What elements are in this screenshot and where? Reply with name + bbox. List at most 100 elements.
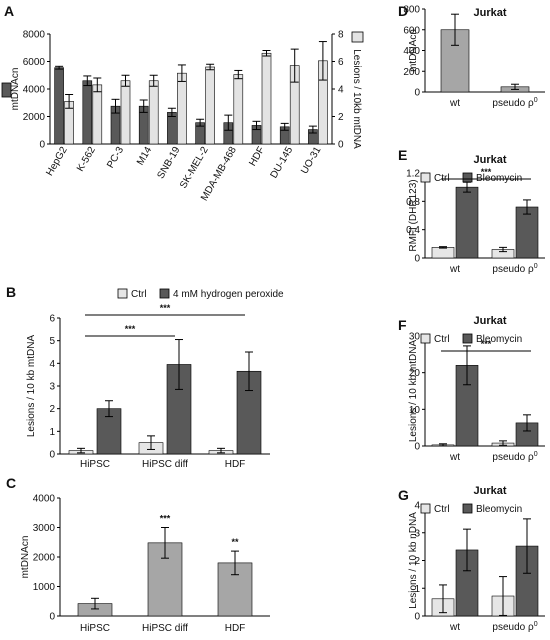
- panel-b-ytick-label: 0: [49, 450, 55, 461]
- panel-a-ytick-label: 8000: [23, 30, 46, 41]
- panel-e-legend-bleomycin-swatch: [462, 172, 473, 183]
- panel-e-ytick-label: 0.4: [406, 225, 420, 236]
- panel-a-bar-lesions: [148, 80, 159, 145]
- panel-b-category-label: HiPSC diff: [142, 459, 188, 470]
- panel-e-bar-bleomycin: [515, 206, 539, 259]
- panel-g-ylabel: Lesions / 10 kb nDNA: [408, 512, 419, 609]
- panel-a-legend-swatch-mtdnacn: [1, 82, 12, 98]
- panel-a-ytick-label: 0: [39, 140, 45, 151]
- panel-b-ylabel: Lesions / 10 kb mtDNA: [26, 335, 37, 438]
- panel-d-ytick-label: 400: [403, 46, 420, 57]
- panel-d-ylabel: mtDNAcn: [408, 29, 419, 72]
- panel-d-letter: D: [398, 3, 408, 19]
- panel-g-category-label: pseudo ρ0: [492, 621, 537, 633]
- panel-a-bar-lesions: [233, 74, 244, 145]
- panel-f-legend-bleomycin-label: Bleomycin: [476, 334, 522, 345]
- panel-b-significance-1-label: ***: [160, 303, 171, 313]
- panel-f-category-label-text: pseudo ρ: [492, 452, 534, 463]
- panel-b-legend-treatment-label: 4 mM hydrogen peroxide: [173, 289, 284, 300]
- panel-d-category-label: pseudo ρ0: [492, 97, 537, 109]
- panel-a-ytick-right-label: 6: [338, 57, 344, 68]
- panel-c-bar-significance: **: [231, 537, 239, 547]
- panel-f-category-label-superscript: 0: [534, 451, 538, 458]
- panel-e-significance-label: ***: [481, 167, 492, 177]
- panel-a-bar-mtdnacn: [54, 67, 64, 145]
- panel-e-ytick-label: 1.2: [406, 169, 420, 180]
- panel-c-ytick-label: 3000: [33, 523, 56, 534]
- panel-d-ytick-label: 800: [403, 5, 420, 16]
- panel-g-category-label-text: wt: [449, 622, 460, 633]
- panel-c-bar-significance: ***: [160, 514, 171, 524]
- panel-g-legend-ctrl-label: Ctrl: [434, 504, 450, 515]
- panel-a-ylabel: mtDNAcn: [10, 68, 21, 111]
- panel-f-ytick-label: 0: [414, 442, 420, 453]
- panel-e-category-label: wt: [449, 264, 460, 275]
- panel-f-significance-label: ***: [481, 339, 492, 349]
- panel-d-ytick-label: 200: [403, 67, 420, 78]
- panel-c-ylabel: mtDNAcn: [20, 536, 31, 579]
- panel-e-legend-ctrl-swatch: [420, 172, 431, 183]
- panel-g-ytick-label: 2: [414, 556, 420, 567]
- panel-e-ytick-label: 0: [414, 254, 420, 265]
- panel-a-bar-lesions: [120, 80, 131, 145]
- panel-f-category-label: pseudo ρ0: [492, 451, 537, 463]
- panel-g-letter: G: [398, 487, 409, 503]
- panel-d-category-label-text: pseudo ρ: [492, 98, 534, 109]
- panel-c-letter: C: [6, 475, 16, 491]
- panel-a-ytick-right-label: 4: [338, 85, 344, 96]
- panel-g-ytick-label: 0: [414, 612, 420, 623]
- panel-f-legend-ctrl-label: Ctrl: [434, 334, 450, 345]
- panel-f-ytick-label: 10: [409, 405, 421, 416]
- panel-c-category-label: HiPSC diff: [142, 623, 188, 634]
- panel-c-category-label: HiPSC: [80, 623, 110, 634]
- panel-a-bar-lesions: [177, 72, 187, 145]
- panel-c-ytick-label: 0: [49, 612, 55, 623]
- panel-b-category-label: HDF: [225, 459, 246, 470]
- panel-e-bar-ctrl: [431, 247, 455, 259]
- panel-b-ytick-label: 6: [49, 314, 55, 325]
- panel-a-category-label: SNB-19: [155, 145, 182, 181]
- panel-c-ytick-label: 1000: [33, 582, 56, 593]
- panel-e-title: Jurkat: [473, 154, 506, 166]
- panel-b-ytick-label: 4: [49, 359, 55, 370]
- panel-d-ytick-label: 0: [414, 88, 420, 99]
- panel-f-category-label-text: wt: [449, 452, 460, 463]
- panel-g-legend-bleomycin-label: Bleomycin: [476, 504, 522, 515]
- panel-g-category-label-superscript: 0: [534, 621, 538, 628]
- panel-e-bar-bleomycin: [455, 186, 479, 259]
- panel-a-bar-lesions: [92, 84, 103, 145]
- panel-a-legend-swatch-lesions: [351, 31, 364, 43]
- panel-e-category-label-text: wt: [449, 264, 460, 275]
- panel-e-ylabel: RMFI (DHR123): [408, 179, 419, 251]
- panel-g-legend-ctrl-swatch: [420, 503, 431, 514]
- panel-a-category-label: M14: [135, 145, 154, 168]
- panel-a-category-label: PC-3: [105, 145, 126, 171]
- panel-b-ytick-label: 1: [49, 427, 55, 438]
- panel-a-ytick-label: 4000: [23, 85, 46, 96]
- panel-a-ytick-label: 2000: [23, 112, 46, 123]
- panel-d-category-label-text: wt: [449, 98, 460, 109]
- panel-b-ytick-label: 3: [49, 382, 55, 393]
- panel-e-category-label-superscript: 0: [534, 263, 538, 270]
- panel-d-category-label-superscript: 0: [534, 97, 538, 104]
- panel-b-ytick-label: 5: [49, 336, 55, 347]
- panel-b-legend-treatment-swatch: [159, 288, 170, 299]
- panel-b-letter: B: [6, 284, 16, 300]
- panel-a-category-label: DU-145: [269, 145, 296, 181]
- panel-f-legend-ctrl-swatch: [420, 333, 431, 344]
- panel-f-title: Jurkat: [473, 315, 506, 327]
- panel-a-bar-lesions: [205, 66, 215, 145]
- panel-g-ytick-label: 4: [414, 501, 420, 512]
- panel-c-ytick-label: 2000: [33, 553, 56, 564]
- panel-b-significance-2-label: ***: [125, 324, 136, 334]
- panel-a-category-label: HDF: [247, 145, 267, 168]
- panel-e-category-label-text: pseudo ρ: [492, 264, 534, 275]
- panel-a-bar-mtdnacn: [82, 80, 93, 145]
- panel-a-category-label: K-562: [75, 145, 98, 174]
- panel-e-ytick-label: 0.8: [406, 197, 420, 208]
- panel-a-letter: A: [4, 3, 14, 19]
- panel-a-bar-mtdnacn: [167, 112, 177, 145]
- panel-b-category-label: HiPSC: [80, 459, 110, 470]
- panel-a-ytick-right-label: 0: [338, 140, 344, 151]
